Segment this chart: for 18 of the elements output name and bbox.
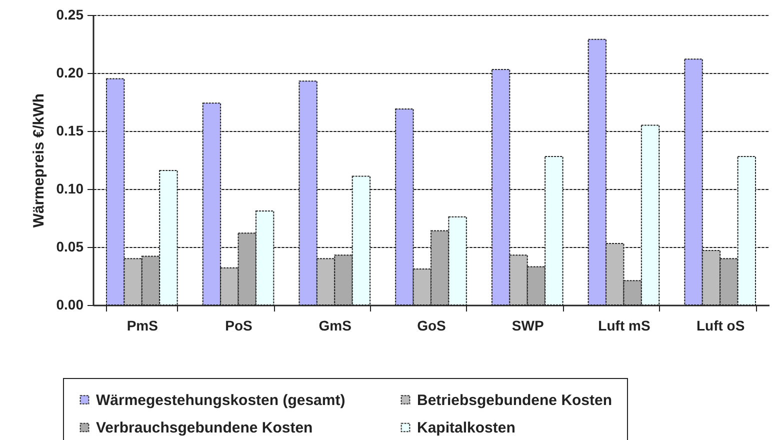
x-tick-label: Luft oS bbox=[696, 318, 745, 334]
y-axis-title: Wärmepreis €/kWh bbox=[30, 93, 48, 228]
x-tick-label: Luft mS bbox=[598, 318, 650, 334]
x-tick-label: PoS bbox=[225, 318, 252, 334]
x-tick-label: GmS bbox=[318, 318, 352, 334]
y-tick-label: 0.20 bbox=[56, 64, 84, 80]
x-tick-label: PmS bbox=[126, 318, 158, 334]
y-tick-label: 0.05 bbox=[56, 238, 84, 254]
x-tick-label: SWP bbox=[512, 318, 544, 334]
x-tick-label: GoS bbox=[417, 318, 446, 334]
y-tick-label: 0.15 bbox=[56, 122, 84, 138]
legend-label: Betriebsgebundene Kosten bbox=[417, 392, 612, 409]
legend-label: Kapitalkosten bbox=[417, 420, 516, 436]
y-tick-label: 0.10 bbox=[56, 180, 84, 196]
legend-label: Wärmegestehungskosten (gesamt) bbox=[96, 392, 346, 409]
y-tick-label: 0.25 bbox=[56, 6, 84, 22]
y-tick-label: 0.00 bbox=[56, 296, 84, 312]
legend-label: Verbrauchsgebundene Kosten bbox=[96, 420, 313, 436]
